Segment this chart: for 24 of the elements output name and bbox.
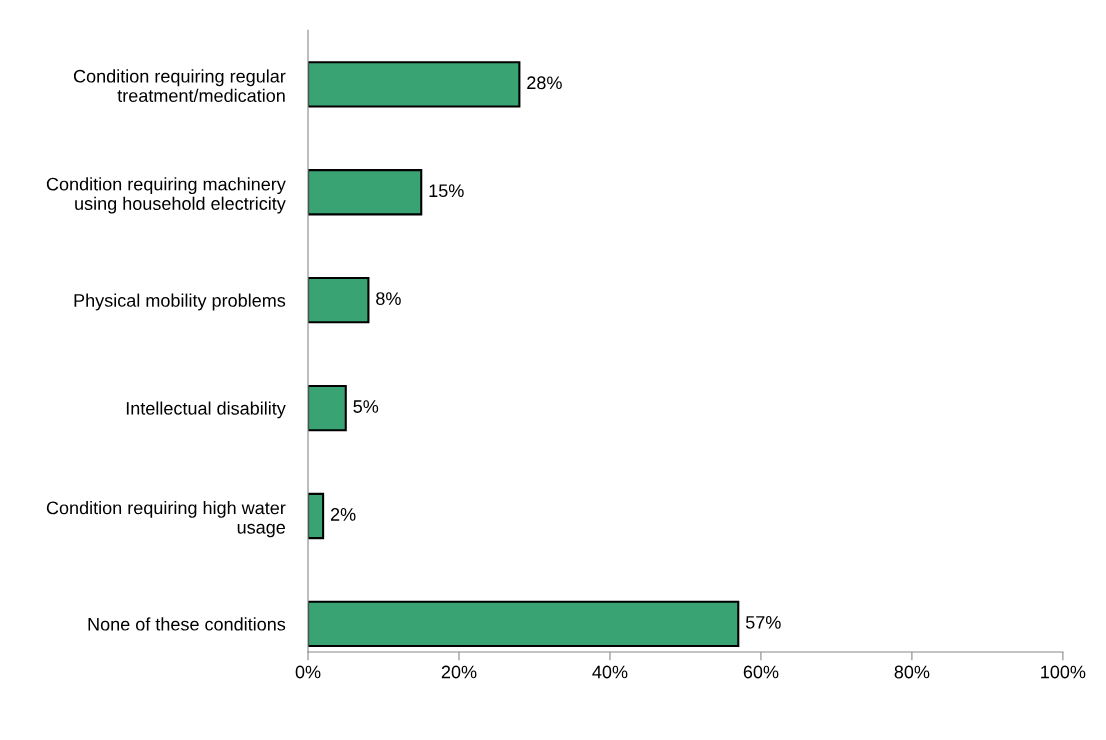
bar — [308, 384, 347, 432]
x-tick-label: 40% — [592, 665, 628, 679]
data-label: 8% — [376, 292, 401, 305]
bar — [308, 169, 423, 216]
y-tick-label: Physical mobility problems — [74, 293, 286, 311]
data-label: 5% — [353, 400, 379, 413]
y-tick-label: Intellectual disability — [126, 401, 286, 419]
bar — [308, 600, 740, 648]
data-label: 15% — [429, 184, 464, 198]
bar — [308, 61, 521, 108]
x-tick-label: 80% — [894, 665, 930, 679]
x-tick-label: 0% — [295, 665, 321, 679]
x-tick-label: 100% — [1041, 665, 1086, 679]
y-tick-label: None of these conditions — [88, 617, 286, 631]
bar — [308, 276, 370, 324]
x-tick-label: 60% — [743, 665, 779, 679]
x-tick-label: 20% — [441, 665, 477, 679]
y-tick-label: Condition requiring machinery using household electricity — [46, 177, 286, 214]
y-tick-label: Condition requiring high water usage — [46, 501, 286, 538]
data-label: 2% — [330, 508, 356, 521]
y-tick-label: Condition requiring regular treatment/medication — [73, 69, 286, 103]
data-label: 28% — [527, 76, 562, 90]
data-label: 57% — [745, 616, 781, 629]
bar — [308, 492, 325, 540]
